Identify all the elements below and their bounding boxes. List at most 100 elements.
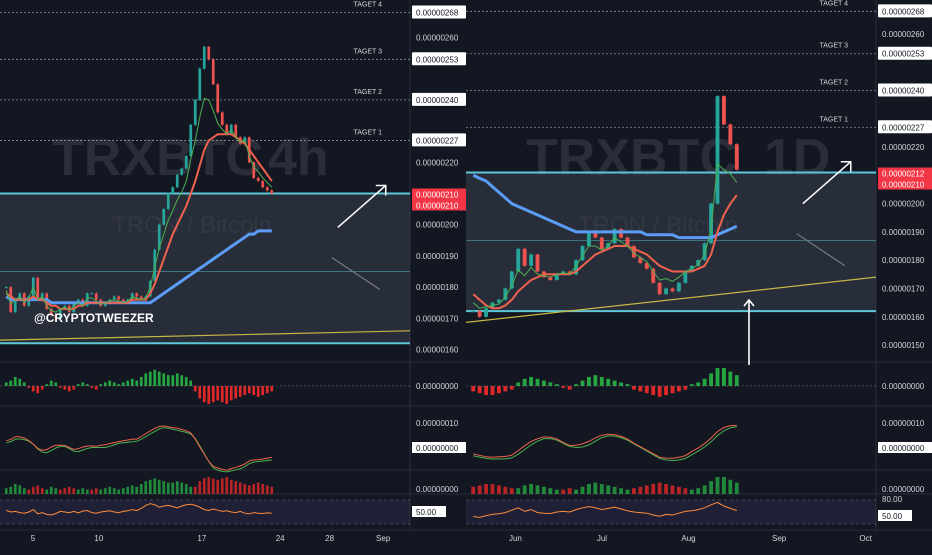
- volume-bar: [734, 482, 739, 494]
- volume-bar: [49, 486, 53, 494]
- macd-histogram-bar: [153, 369, 157, 386]
- y-tick-label: 0.00000227: [882, 123, 925, 132]
- volume-bar: [90, 489, 94, 494]
- target-price-box: [412, 92, 466, 106]
- target-price-box: [878, 120, 932, 134]
- y-tick-label: 0.00000180: [882, 256, 925, 265]
- volume-bar: [171, 482, 175, 494]
- macd-histogram-bar: [509, 386, 514, 390]
- macd-line-value: 0.00000000: [882, 444, 925, 453]
- candle-body: [162, 209, 166, 225]
- macd-histogram-bar: [734, 375, 739, 386]
- volume-bar: [484, 484, 488, 494]
- moving-average-mid: [5, 133, 273, 310]
- candle-body: [103, 302, 107, 306]
- macd-histogram-bar: [198, 386, 202, 399]
- macd-line-axis-label: 0.00000010: [882, 419, 925, 428]
- macd-histogram-bar: [657, 386, 662, 397]
- macd-histogram-bar: [157, 371, 161, 386]
- macd-histogram-bar: [477, 386, 482, 394]
- macd-histogram-bar: [94, 386, 98, 390]
- rsi-value-box: [412, 506, 446, 517]
- candle-body: [36, 277, 40, 300]
- volume-bar: [229, 479, 233, 494]
- macd-histogram-bar: [31, 386, 35, 392]
- volume-bar: [148, 479, 152, 494]
- volume-bar: [207, 477, 211, 494]
- macd-histogram-bar: [121, 382, 125, 386]
- candle-body: [198, 68, 202, 100]
- x-tick-label: Jul: [597, 534, 607, 543]
- candle-body: [677, 282, 681, 292]
- macd-histogram-bar: [593, 375, 598, 386]
- volume-bar: [490, 484, 495, 494]
- candle-body: [722, 96, 726, 125]
- volume-bar: [198, 481, 202, 494]
- volume-bar: [139, 484, 143, 494]
- volume-bar: [612, 486, 617, 494]
- volume-bar: [189, 486, 193, 494]
- candle-body: [548, 277, 553, 280]
- macd-histogram-bar: [270, 386, 274, 392]
- candle-body: [265, 187, 269, 191]
- candle-body: [54, 315, 58, 319]
- candle-body: [567, 271, 572, 275]
- volume-bar: [81, 488, 85, 494]
- target-label: TAGET 3: [819, 43, 848, 50]
- projection-arrow: [337, 184, 387, 229]
- macd-histogram-bar: [144, 373, 148, 386]
- macd-line-axis-label: 0.00000010: [416, 419, 459, 428]
- candle-body: [220, 112, 224, 125]
- candle-body: [252, 162, 256, 178]
- macd-histogram-bar: [638, 386, 643, 392]
- macd-signal-line: [473, 425, 737, 459]
- candle-body: [702, 243, 707, 261]
- macd-histogram-bar: [243, 386, 247, 395]
- macd-histogram-bar: [606, 378, 611, 386]
- target-price-box: [412, 133, 466, 147]
- macd-histogram-bar: [22, 382, 26, 386]
- macd-histogram-bar: [99, 384, 103, 386]
- candle-body: [529, 254, 533, 266]
- macd-histogram-bar: [625, 384, 630, 386]
- macd-histogram-bar: [139, 377, 143, 386]
- macd-histogram-bar: [229, 386, 233, 401]
- projection-arrow-grey: [796, 233, 846, 267]
- macd-histogram-bar: [9, 380, 13, 386]
- macd-histogram-bar: [709, 373, 713, 386]
- candle-body: [76, 299, 80, 303]
- candle-body: [112, 296, 116, 300]
- target-label: TAGET 1: [819, 116, 848, 123]
- target-price-box: [878, 46, 932, 60]
- macd-histogram-bar: [664, 386, 668, 395]
- volume-bar: [270, 486, 274, 494]
- candle-body: [148, 280, 152, 297]
- arrow-head: [743, 298, 755, 307]
- macd-histogram-bar: [234, 386, 238, 399]
- y-tick-label: 0.00000170: [416, 314, 459, 323]
- rsi-value: 50.00: [416, 508, 437, 517]
- candle-body: [657, 282, 662, 295]
- price-tag: [878, 167, 932, 179]
- y-tick-label: 0.00000240: [882, 87, 925, 96]
- volume-bar: [657, 482, 662, 494]
- price-tag-text: 0.00000212: [882, 170, 925, 179]
- y-tick-label: 0.00000160: [882, 313, 925, 322]
- volume-bar: [135, 486, 139, 494]
- volume-bar: [715, 477, 720, 494]
- target-label: TAGET 2: [353, 89, 382, 96]
- candle-body: [211, 59, 215, 85]
- candle-body: [580, 246, 585, 261]
- macd-histogram-bar: [175, 373, 179, 386]
- y-tick-label: 0.00000170: [882, 284, 925, 293]
- target-price-box: [412, 5, 466, 19]
- volume-bar: [27, 489, 31, 494]
- y-tick-label: 0.00000200: [882, 200, 925, 209]
- candle-body: [664, 288, 668, 295]
- macd-histogram-bar: [72, 386, 76, 390]
- macd-histogram-bar: [207, 386, 211, 404]
- volume-bar: [709, 481, 713, 494]
